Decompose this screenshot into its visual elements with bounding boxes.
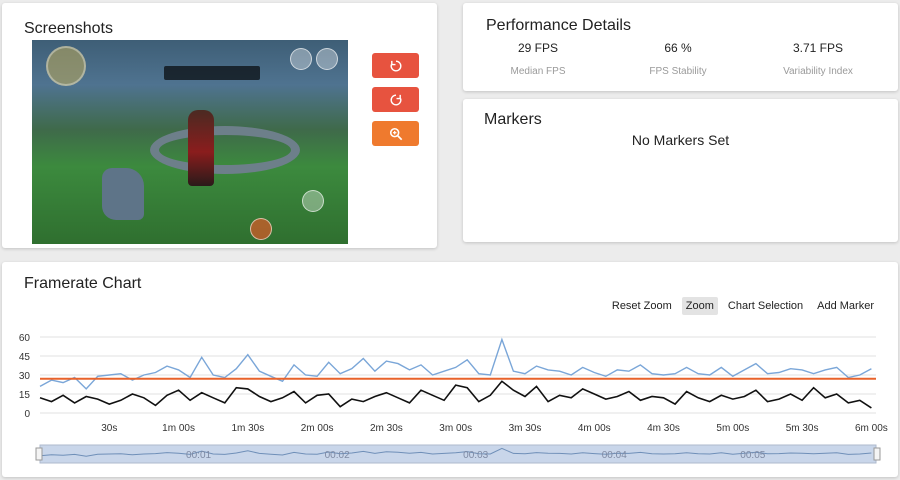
minimap-graphic — [46, 46, 86, 86]
x-tick-label: 6m 00s — [855, 423, 888, 434]
hud-button-graphic — [316, 48, 338, 70]
variability-index-value: 3.71 FPS — [792, 41, 844, 55]
navigator-left-handle — [35, 447, 43, 461]
character-graphic — [188, 110, 214, 186]
screenshots-title: Screenshots — [24, 20, 113, 37]
fps-stability-stat: 66 % FPS Stability — [608, 41, 748, 77]
navigator-tick-label: 00:01 — [186, 450, 211, 461]
performance-card: Performance Details 29 FPS Median FPS 66… — [463, 3, 898, 91]
median-fps-stat: 29 FPS Median FPS — [468, 41, 608, 77]
game-screenshot[interactable] — [32, 40, 348, 244]
y-tick-label: 0 — [24, 409, 30, 420]
zoom-button[interactable]: Zoom — [681, 297, 718, 315]
y-tick-label: 30 — [19, 371, 31, 382]
x-tick-label: 30s — [101, 423, 117, 434]
chart-toolbar: Reset Zoom Zoom Chart Selection Add Mark… — [608, 297, 878, 315]
fps-stability-value: 66 % — [664, 41, 692, 55]
x-tick-label: 3m 30s — [509, 423, 542, 434]
markers-card: Markers No Markers Set — [463, 99, 898, 242]
navigator-tick-label: 00:05 — [740, 450, 765, 461]
median-fps-label: Median FPS — [510, 66, 566, 77]
stone-ring-graphic — [150, 126, 300, 174]
zoom-screenshot-button[interactable] — [372, 121, 419, 146]
rotate-right-icon — [390, 93, 402, 105]
no-markers-text: No Markers Set — [631, 132, 730, 148]
x-tick-label: 1m 30s — [231, 423, 264, 434]
x-tick-label: 4m 00s — [578, 423, 611, 434]
navigator-tick-label: 00:04 — [602, 450, 627, 461]
performance-title: Performance Details — [486, 17, 631, 34]
y-tick-label: 15 — [19, 390, 31, 401]
hud-button-graphic — [250, 218, 272, 240]
hud-bar-graphic — [164, 66, 260, 80]
markers-title: Markers — [484, 111, 542, 128]
navigator-tick-label: 00:02 — [325, 450, 350, 461]
navigator-tick-label: 00:03 — [463, 450, 488, 461]
add-marker-button[interactable]: Add Marker — [817, 300, 874, 312]
variability-index-stat: 3.71 FPS Variability Index — [748, 41, 888, 77]
x-tick-label: 3m 00s — [439, 423, 472, 434]
magnifier-icon — [389, 127, 402, 140]
rock-graphic — [102, 168, 144, 220]
framerate-plot[interactable]: 0 15 30 45 60 30s 1m 00s 1m 30s 2m 00s 2m 30s 3m 0… — [2, 317, 898, 477]
chart-selection-button[interactable]: Chart Selection — [727, 300, 804, 312]
navigator-series-line — [39, 447, 872, 457]
rotate-right-button[interactable] — [372, 87, 419, 112]
x-tick-label: 5m 30s — [786, 423, 819, 434]
chart-title: Framerate Chart — [24, 275, 142, 292]
hud-button-graphic — [290, 48, 312, 70]
x-tick-label: 2m 30s — [370, 423, 403, 434]
variability-index-label: Variability Index — [783, 66, 853, 77]
y-tick-label: 60 — [19, 333, 31, 344]
fps-series-line — [39, 337, 872, 390]
x-tick-label: 5m 00s — [716, 423, 749, 434]
framerate-chart-card: Framerate Chart Reset Zoom Zoom Chart Se… — [2, 262, 898, 477]
x-tick-label: 1m 00s — [162, 423, 195, 434]
x-tick-label: 4m 30s — [647, 423, 680, 434]
hud-button-graphic — [302, 190, 324, 212]
frametime-series-line — [39, 380, 872, 409]
fps-stability-label: FPS Stability — [649, 66, 707, 77]
screenshots-card: Screenshots — [2, 3, 437, 248]
y-tick-label: 45 — [19, 352, 31, 363]
rotate-left-icon — [389, 59, 401, 71]
reset-zoom-button[interactable]: Reset Zoom — [611, 300, 672, 312]
navigator-right-handle — [873, 447, 881, 461]
median-fps-value: 29 FPS — [517, 41, 559, 55]
x-tick-label: 2m 00s — [301, 423, 334, 434]
rotate-left-button[interactable] — [372, 53, 419, 78]
